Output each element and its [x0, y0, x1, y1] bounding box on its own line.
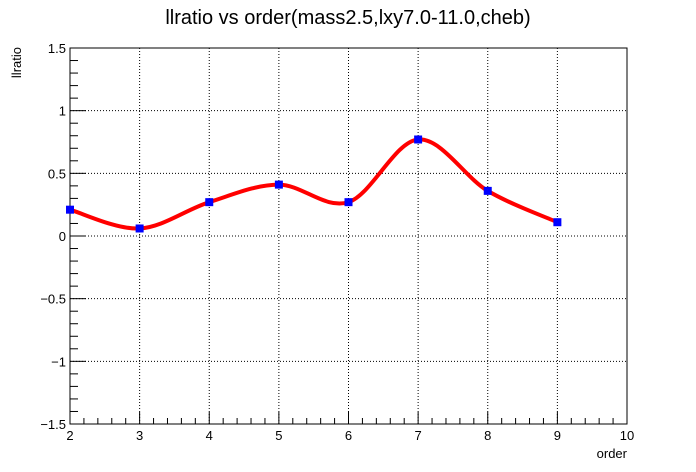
x-tick-label: 7: [415, 428, 422, 443]
y-tick-label: 1: [59, 104, 66, 119]
y-tick-label: 0: [59, 229, 66, 244]
x-tick-label: 5: [275, 428, 282, 443]
x-tick-label: 8: [484, 428, 491, 443]
data-point: [135, 224, 144, 233]
x-tick-label: 2: [66, 428, 73, 443]
y-tick-label: 1.5: [48, 41, 66, 56]
y-axis-label: llratio: [9, 47, 24, 78]
x-tick-label: 3: [136, 428, 143, 443]
data-point: [274, 180, 283, 189]
series-line: [68, 137, 560, 231]
x-axis-label: order: [597, 446, 628, 461]
data-point: [66, 205, 74, 214]
series-layer: [66, 135, 562, 233]
x-tick-label: 6: [345, 428, 352, 443]
y-tick-label: −0.5: [40, 292, 66, 307]
data-point: [414, 135, 423, 144]
data-point: [483, 186, 492, 195]
data-point: [205, 198, 214, 207]
x-tick-label: 4: [206, 428, 213, 443]
data-point: [344, 198, 353, 207]
x-tick-label: 10: [620, 428, 634, 443]
axes: 2 3 4 5 6 7 8 9 10 −1.5 −1 −0.5 0 0.5 1 1.5: [40, 41, 634, 443]
y-tick-label: −1.5: [40, 417, 66, 432]
x-tick-label: 9: [554, 428, 561, 443]
y-tick-label: −1: [51, 354, 66, 369]
chart-title: llratio vs order(mass2.5,lxy7.0-11.0,che…: [165, 7, 530, 29]
data-point: [553, 218, 562, 227]
y-tick-label: 0.5: [48, 166, 66, 181]
